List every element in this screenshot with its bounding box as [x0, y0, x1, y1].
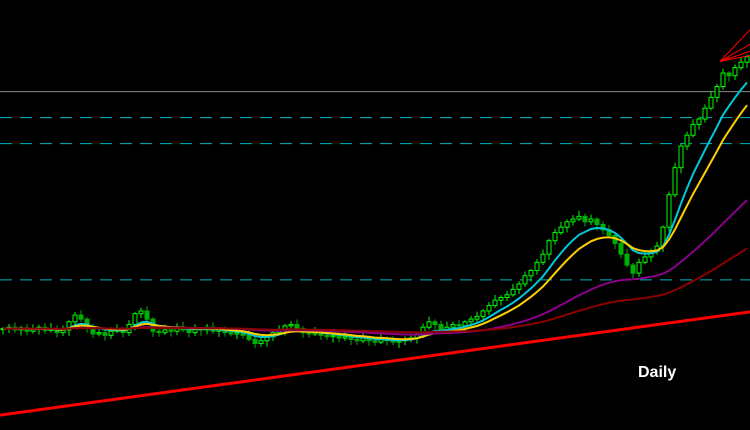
candle-body: [456, 324, 462, 327]
candle-body: [102, 332, 108, 336]
candle-body: [228, 332, 234, 335]
trendline-0: [0, 310, 750, 417]
candle-body: [66, 321, 72, 331]
candle-body: [138, 310, 144, 315]
candle-body: [738, 61, 744, 69]
candle-body: [324, 334, 330, 338]
candle-body: [528, 269, 534, 277]
candle-body: [642, 256, 648, 263]
candle-body: [288, 324, 294, 327]
candle-body: [252, 338, 258, 344]
candle-body: [186, 329, 192, 334]
candle-body: [744, 56, 750, 63]
candle-body: [690, 123, 696, 136]
candle-body: [354, 338, 360, 342]
candle-body: [510, 288, 516, 296]
candle-body: [570, 218, 576, 223]
candle-body: [144, 310, 150, 320]
candle-body: [636, 261, 642, 274]
candle-body: [714, 86, 720, 98]
candle-body: [108, 330, 114, 336]
moving-average-8: [2, 81, 748, 342]
candle-body: [594, 218, 600, 225]
candle-body: [480, 310, 486, 317]
candle-body: [156, 330, 162, 334]
candle-body: [498, 296, 504, 301]
candle-body: [552, 232, 558, 242]
candle-body: [474, 315, 480, 320]
candle-body: [504, 294, 510, 298]
candle-body: [702, 107, 708, 120]
candle-body: [534, 261, 540, 271]
candle-body: [168, 329, 174, 332]
candle-body: [468, 318, 474, 323]
candle-body: [234, 332, 240, 335]
candle-body: [486, 305, 492, 312]
candle-body: [246, 334, 252, 340]
candle-body: [720, 72, 726, 88]
candle-body: [492, 299, 498, 307]
candle-body: [588, 218, 594, 223]
candle-body: [624, 253, 630, 266]
candle-body: [684, 134, 690, 147]
candle-body: [600, 223, 606, 231]
candle-body: [678, 145, 684, 169]
candle-body: [294, 324, 300, 330]
trendline-4: [719, 54, 750, 62]
candle-body: [438, 324, 444, 331]
candle-body: [258, 340, 264, 344]
candle-body: [72, 314, 78, 323]
candle-body: [576, 215, 582, 220]
candle-body: [726, 72, 732, 77]
candle-body: [426, 321, 432, 328]
candle-body: [342, 336, 348, 339]
candle-body: [540, 253, 546, 263]
candle-body: [546, 240, 552, 255]
candle-body: [582, 215, 588, 223]
candle-body: [564, 221, 570, 228]
trendline-3: [719, 50, 750, 62]
candle-body: [132, 313, 138, 326]
candle-body: [96, 332, 102, 335]
candle-body: [708, 96, 714, 109]
moving-average-13: [2, 104, 748, 341]
candle-body: [672, 167, 678, 196]
trendline-1: [719, 29, 750, 62]
candle-body: [78, 314, 84, 320]
candle-body: [666, 194, 672, 228]
candle-body: [450, 324, 456, 328]
candle-body: [432, 321, 438, 326]
candle-body: [162, 329, 168, 334]
candle-body: [372, 340, 378, 343]
candle-body: [696, 118, 702, 125]
candle-body: [558, 226, 564, 234]
candle-body: [618, 242, 624, 255]
candle-body: [732, 67, 738, 77]
timeframe-label: Daily: [638, 364, 677, 381]
trendline-2: [719, 43, 750, 62]
candle-body: [522, 275, 528, 285]
candle-body: [516, 283, 522, 290]
candle-body: [330, 334, 336, 338]
moving-average-100: [3, 247, 748, 334]
candle-body: [630, 264, 636, 274]
